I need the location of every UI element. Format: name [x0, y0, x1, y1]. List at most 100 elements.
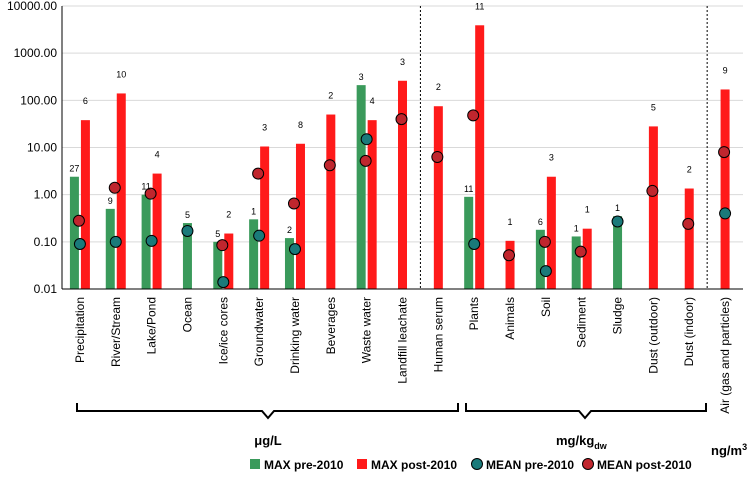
- category-label-river-stream: River/Stream: [109, 297, 123, 367]
- bar-max-post-2010-soil: [546, 176, 556, 289]
- category-label-air-gas-and-particles: Air (gas and particles): [718, 297, 732, 414]
- category-label-waste-water: Waste water: [360, 297, 374, 363]
- count-label-pre: 2: [287, 225, 292, 235]
- legend-swatch-max-pre-2010: [250, 459, 260, 469]
- count-label-post: 2: [436, 82, 441, 92]
- point-mean-post-2010-dust-outdoor: [646, 184, 659, 197]
- category-label-dust-indoor: Dust (indoor): [682, 297, 696, 366]
- bar-max-pre-2010-ice-ice-cores: [213, 241, 223, 289]
- point-mean-pre-2010-groundwater: [253, 229, 266, 242]
- category-label-animals: Animals: [503, 297, 517, 340]
- count-label-pre: 5: [185, 210, 190, 220]
- y-tick-label: 10.00: [27, 141, 57, 155]
- category-label-ocean: Ocean: [180, 297, 194, 332]
- bar-max-post-2010-air-gas-and-particles: [720, 89, 730, 289]
- unit-label-mg-per-kg-main: mg/kg: [556, 433, 594, 448]
- point-mean-pre-2010-soil: [539, 265, 552, 278]
- category-labels: Precipitation River/Stream Lake/Pond Ocean I…: [73, 296, 732, 413]
- point-mean-post-2010-animals: [503, 249, 516, 262]
- count-label-pre: 1: [251, 206, 256, 216]
- bar-max-post-2010-animals: [505, 240, 515, 289]
- count-label-post: 2: [687, 165, 692, 175]
- legend-swatch-max-post-2010: [357, 459, 367, 469]
- group-braces: [76, 403, 707, 420]
- legend-swatch-mean-pre-2010: [471, 458, 483, 470]
- count-label-pre: 3: [359, 72, 364, 82]
- bar-max-post-2010-groundwater: [260, 146, 270, 289]
- category-label-precipitation: Precipitation: [73, 297, 87, 363]
- category-label-human-serum: Human serum: [431, 297, 445, 372]
- point-mean-pre-2010-river-stream: [109, 235, 122, 248]
- legend-label-mean-pre-2010: MEAN pre-2010: [486, 458, 574, 472]
- point-mean-post-2010-ice-ice-cores: [216, 239, 229, 252]
- point-mean-post-2010-soil: [538, 235, 551, 248]
- category-label-beverages: Beverages: [324, 297, 338, 354]
- bar-max-pre-2010-ocean: [182, 223, 192, 289]
- point-mean-pre-2010-precipitation: [73, 237, 86, 250]
- mean-points: [72, 109, 732, 289]
- point-mean-pre-2010-drinking-water: [288, 243, 301, 256]
- bar-max-post-2010-drinking-water: [295, 143, 305, 289]
- count-label-post: 3: [400, 57, 405, 67]
- legend-label-mean-post-2010: MEAN post-2010: [597, 458, 692, 472]
- count-label-pre: 1: [574, 223, 579, 233]
- category-label-soil: Soil: [539, 297, 553, 317]
- y-axis-ticks: 0.01 0.10 1.00 10.00 100.00 1000.00 10000.00: [7, 0, 57, 296]
- point-mean-post-2010-groundwater: [252, 167, 265, 180]
- legend-label-max-post-2010: MAX post-2010: [371, 458, 457, 472]
- bar-max-pre-2010-soil: [535, 229, 545, 289]
- bar-max-post-2010-plants: [475, 25, 485, 290]
- unit-label-mg-per-kg: mg/kgdw: [556, 433, 608, 451]
- point-mean-pre-2010-air-gas-and-particles: [719, 207, 732, 220]
- category-label-drinking-water: Drinking water: [288, 297, 302, 374]
- unit-label-ng-per-m3-sup: 3: [742, 442, 747, 452]
- point-mean-post-2010-drinking-water: [287, 197, 300, 210]
- count-label-post: 6: [83, 96, 88, 106]
- count-label-post: 10: [116, 69, 126, 79]
- count-label-pre: 9: [108, 196, 113, 206]
- point-mean-post-2010-waste-water: [359, 154, 372, 167]
- category-label-lake-pond: Lake/Pond: [145, 297, 159, 354]
- group-brace: [76, 403, 459, 420]
- legend-swatch-mean-post-2010: [582, 458, 594, 470]
- point-mean-post-2010-lake-pond: [144, 187, 157, 200]
- count-label-post: 9: [723, 65, 728, 75]
- bar-max-post-2010-lake-pond: [152, 173, 162, 289]
- point-mean-post-2010-dust-indoor: [682, 217, 695, 230]
- bar-max-pre-2010-drinking-water: [284, 238, 294, 289]
- count-label-pre: 27: [69, 164, 79, 174]
- count-label-post: 11: [475, 1, 484, 11]
- point-mean-pre-2010-plants: [468, 237, 481, 250]
- point-mean-post-2010-landfill-leachate: [395, 113, 408, 126]
- bar-max-post-2010-dust-outdoor: [648, 126, 658, 289]
- count-label-post: 2: [328, 91, 333, 101]
- bar-max-post-2010-human-serum: [433, 106, 443, 289]
- point-mean-pre-2010-ice-ice-cores: [217, 276, 230, 289]
- group-brace: [465, 403, 707, 420]
- count-label-post: 4: [155, 150, 160, 160]
- bar-max-post-2010-dust-indoor: [684, 188, 694, 289]
- point-mean-post-2010-river-stream: [108, 181, 121, 194]
- category-label-sediment: Sediment: [575, 296, 589, 347]
- count-label-post: 4: [370, 96, 375, 106]
- bar-max-pre-2010-river-stream: [105, 208, 115, 289]
- y-tick-label: 0.01: [34, 282, 58, 296]
- count-label-post: 8: [298, 120, 303, 130]
- count-label-post: 1: [585, 205, 590, 215]
- count-label-post: 3: [549, 153, 554, 163]
- bar-max-pre-2010-sludge: [613, 216, 623, 289]
- point-mean-post-2010-plants: [467, 109, 480, 122]
- point-mean-pre-2010-ocean: [181, 224, 194, 237]
- unit-label-ng-per-m3-main: ng/m: [711, 443, 742, 458]
- count-label-post: 1: [508, 217, 513, 227]
- bar-max-pre-2010-precipitation: [69, 176, 79, 289]
- point-mean-post-2010-human-serum: [431, 150, 444, 163]
- category-label-landfill-leachate: Landfill leachate: [396, 297, 410, 384]
- y-tick-label: 100.00: [20, 93, 57, 107]
- bar-max-pre-2010-groundwater: [249, 219, 259, 289]
- bar-max-post-2010-river-stream: [116, 93, 126, 289]
- category-label-groundwater: Groundwater: [252, 297, 266, 366]
- unit-label-ng-per-m3: ng/m3: [711, 442, 747, 458]
